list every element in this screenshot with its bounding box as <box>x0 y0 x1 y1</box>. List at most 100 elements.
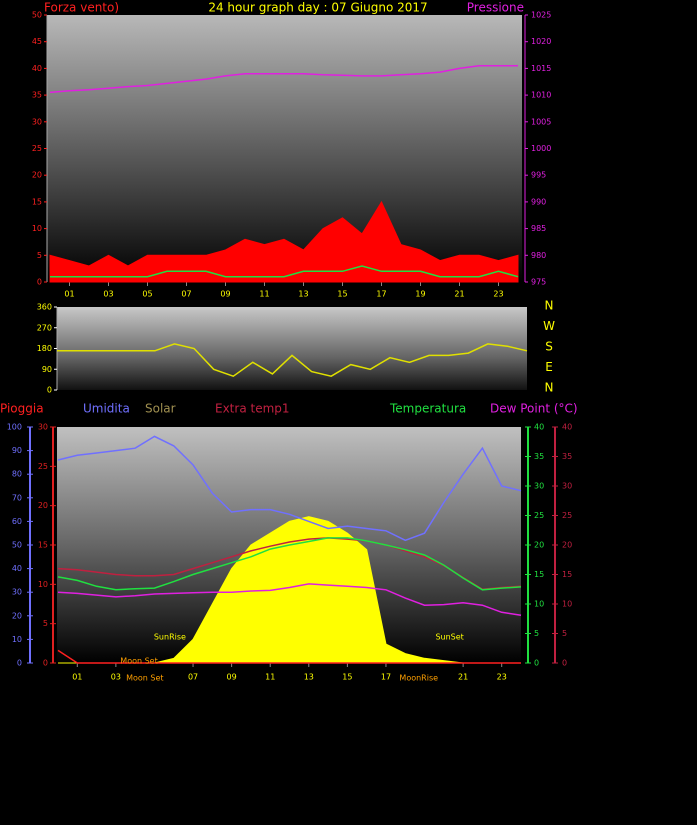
y-tick-label: 50 <box>32 11 42 20</box>
y-tick-label: 5 <box>43 619 48 628</box>
x-tick-label: 01 <box>64 290 74 299</box>
y2-tick-label: 1025 <box>531 11 551 20</box>
compass-label: N <box>545 299 554 313</box>
y-tick-label: 30 <box>562 482 572 491</box>
y-tick-label: 25 <box>562 511 572 520</box>
y-tick-label: 180 <box>37 344 52 353</box>
compass-label: E <box>545 360 553 374</box>
x-tick-label: 11 <box>265 673 275 682</box>
x-tick-label: 17 <box>381 673 391 682</box>
y-tick-label: 15 <box>38 541 48 550</box>
y-tick-label: 15 <box>32 197 42 206</box>
y-tick-label: 20 <box>32 171 42 180</box>
y-tick-label: 0 <box>534 659 539 668</box>
y-tick-label: 20 <box>12 611 22 620</box>
y-tick-label: 60 <box>12 517 22 526</box>
compass-label: N <box>545 381 554 395</box>
line <box>49 64 518 94</box>
compass-label: S <box>545 340 553 354</box>
y-tick-label: 5 <box>534 629 539 638</box>
x-tick-label: 07 <box>188 673 198 682</box>
y-tick-label: 70 <box>12 493 22 502</box>
y-tick-label: 360 <box>37 303 52 312</box>
annotation: SunSet <box>435 633 463 642</box>
y2-tick-label: 975 <box>531 278 546 287</box>
line <box>57 435 522 542</box>
legend-label: Umidita <box>83 402 130 416</box>
y-tick-label: 5 <box>37 251 42 260</box>
y-tick-label: 30 <box>38 423 48 432</box>
plot-background <box>57 307 527 390</box>
y-tick-label: 25 <box>32 144 42 153</box>
y-tick-label: 10 <box>38 580 48 589</box>
y-tick-label: 90 <box>12 446 22 455</box>
x-tick-label: 07 <box>181 290 191 299</box>
y2-tick-label: 1015 <box>531 64 551 73</box>
annotation: Moon Set <box>126 674 163 683</box>
y2-tick-label: 1020 <box>531 37 551 46</box>
y2-tick-label: 1010 <box>531 91 551 100</box>
x-tick-label: 19 <box>415 290 425 299</box>
x-tick-label: 23 <box>497 673 507 682</box>
y2-tick-label: 995 <box>531 171 546 180</box>
y-tick-label: 30 <box>12 588 22 597</box>
line <box>57 537 522 591</box>
y-tick-label: 80 <box>12 470 22 479</box>
y2-tick-label: 1005 <box>531 117 551 126</box>
y-tick-label: 20 <box>38 501 48 510</box>
legend-label: Extra temp1 <box>215 402 290 416</box>
y-tick-label: 35 <box>534 452 544 461</box>
y-tick-label: 0 <box>37 278 42 287</box>
y2-tick-label: 990 <box>531 197 546 206</box>
y-tick-label: 50 <box>12 541 22 550</box>
legend-label: Dew Point (°C) <box>490 402 578 416</box>
y-tick-label: 0 <box>47 386 52 395</box>
plot-background <box>47 15 522 282</box>
x-tick-label: 13 <box>298 290 308 299</box>
y-tick-label: 20 <box>562 541 572 550</box>
y2-tick-label: 980 <box>531 251 546 260</box>
y-tick-label: 20 <box>534 541 544 550</box>
y-tick-label: 40 <box>32 64 42 73</box>
y2-tick-label: 1000 <box>531 144 551 153</box>
x-tick-label: 09 <box>227 673 237 682</box>
y-tick-label: 40 <box>12 564 22 573</box>
x-tick-label: 03 <box>111 673 121 682</box>
y-tick-label: 10 <box>12 635 22 644</box>
y-tick-label: 90 <box>42 365 52 374</box>
y-tick-label: 5 <box>562 629 567 638</box>
annotation: Moon Set <box>120 657 157 666</box>
x-tick-label: 15 <box>337 290 347 299</box>
y-tick-label: 45 <box>32 37 42 46</box>
x-tick-label: 23 <box>493 290 503 299</box>
y-tick-label: 30 <box>32 117 42 126</box>
x-tick-label: 21 <box>458 673 468 682</box>
y-tick-label: 10 <box>562 600 572 609</box>
x-tick-label: 09 <box>220 290 230 299</box>
x-tick-label: 21 <box>454 290 464 299</box>
compass-label: W <box>543 319 555 333</box>
line <box>57 583 522 616</box>
x-tick-label: 03 <box>103 290 113 299</box>
y-tick-label: 100 <box>7 423 22 432</box>
chart-title: 24 hour graph day : 07 Giugno 2017 <box>208 1 427 15</box>
y-tick-label: 10 <box>32 224 42 233</box>
x-tick-label: 13 <box>304 673 314 682</box>
y-tick-label: 0 <box>562 659 567 668</box>
x-tick-label: 01 <box>72 673 82 682</box>
legend-label: Solar <box>145 402 176 416</box>
y2-tick-label: 985 <box>531 224 546 233</box>
x-tick-label: 05 <box>142 290 152 299</box>
y-tick-label: 0 <box>17 659 22 668</box>
y-tick-label: 15 <box>562 570 572 579</box>
line <box>57 343 528 378</box>
annotation: MoonRise <box>399 674 438 683</box>
y-tick-label: 35 <box>562 452 572 461</box>
y-tick-label: 25 <box>534 511 544 520</box>
y-tick-label: 40 <box>534 423 544 432</box>
x-tick-label: 15 <box>342 673 352 682</box>
y-tick-label: 270 <box>37 323 52 332</box>
y2-axis-label: Pressione <box>467 1 524 15</box>
y-tick-label: 10 <box>534 600 544 609</box>
